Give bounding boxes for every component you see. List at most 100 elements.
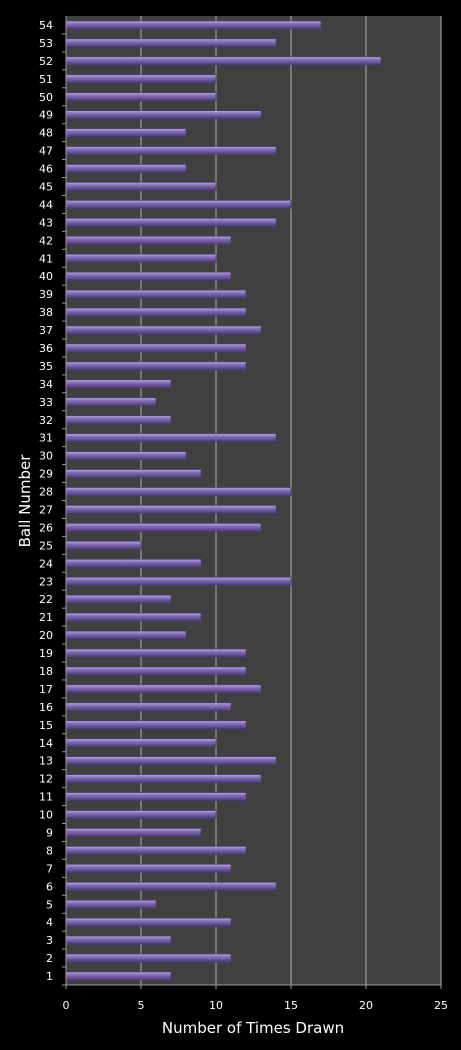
y-tick-label: 2 xyxy=(46,952,53,965)
y-tick-label: 16 xyxy=(39,701,53,714)
y-tick-label: 24 xyxy=(39,557,53,570)
y-axis-title: Ball Number xyxy=(16,454,34,548)
bar-ball-31 xyxy=(65,433,277,442)
bar-ball-25 xyxy=(65,541,142,550)
y-tick-label: 14 xyxy=(39,737,53,750)
bar-ball-23 xyxy=(65,576,292,586)
bar-ball-22 xyxy=(65,594,172,604)
y-tick-label: 47 xyxy=(39,145,53,158)
bar-ball-8 xyxy=(65,846,247,855)
bar-ball-52 xyxy=(65,56,382,66)
bar-ball-50 xyxy=(65,92,217,102)
y-tick-label: 49 xyxy=(39,109,53,122)
x-tick-label: 15 xyxy=(284,999,298,1012)
y-tick-label: 9 xyxy=(46,826,53,839)
y-tick-label: 31 xyxy=(39,432,53,445)
y-tick-label: 46 xyxy=(39,163,53,176)
y-tick-labels: 1234567891011121314151617181920212223242… xyxy=(39,19,66,986)
y-tick-label: 12 xyxy=(39,773,53,786)
bars xyxy=(65,20,382,981)
y-tick-label: 7 xyxy=(46,862,53,875)
bar-ball-43 xyxy=(65,218,277,227)
bar-ball-41 xyxy=(65,253,217,263)
y-tick-label: 13 xyxy=(39,755,53,768)
bar-ball-39 xyxy=(65,289,247,299)
bar-ball-32 xyxy=(65,415,172,425)
bar-ball-47 xyxy=(65,146,277,155)
y-tick-label: 34 xyxy=(39,378,53,391)
bar-ball-1 xyxy=(65,971,172,981)
y-tick-label: 21 xyxy=(39,611,53,624)
y-tick-label: 15 xyxy=(39,719,53,732)
bar-ball-37 xyxy=(65,325,262,335)
bar-ball-35 xyxy=(65,361,247,371)
bar-ball-42 xyxy=(65,236,232,245)
bar-ball-44 xyxy=(65,200,292,209)
bar-ball-53 xyxy=(65,38,277,48)
y-tick-label: 23 xyxy=(39,575,53,588)
y-tick-label: 51 xyxy=(39,73,53,86)
bar-ball-7 xyxy=(65,864,232,873)
y-tick-label: 52 xyxy=(39,55,53,68)
y-tick-label: 54 xyxy=(39,19,53,32)
y-tick-label: 26 xyxy=(39,521,53,534)
bar-ball-36 xyxy=(65,343,247,353)
y-tick-label: 11 xyxy=(39,791,53,804)
y-tick-label: 39 xyxy=(39,288,53,301)
y-tick-label: 44 xyxy=(39,198,53,211)
y-tick-label: 17 xyxy=(39,683,53,696)
bar-ball-24 xyxy=(65,559,202,568)
y-tick-label: 8 xyxy=(46,844,53,857)
bar-ball-46 xyxy=(65,164,187,173)
bar-ball-20 xyxy=(65,630,187,640)
bar-ball-6 xyxy=(65,882,277,891)
bar-ball-38 xyxy=(65,307,247,317)
y-tick-label: 10 xyxy=(39,809,53,822)
gridlines xyxy=(140,16,442,985)
y-tick-label: 43 xyxy=(39,216,53,229)
bar-ball-34 xyxy=(65,379,172,389)
y-tick-label: 41 xyxy=(39,252,53,265)
y-tick-label: 32 xyxy=(39,414,53,427)
y-tick-label: 25 xyxy=(39,539,53,552)
bar-ball-27 xyxy=(65,505,277,514)
bar-ball-40 xyxy=(65,271,232,281)
y-tick-label: 42 xyxy=(39,234,53,247)
bar-ball-13 xyxy=(65,756,277,765)
y-tick-label: 18 xyxy=(39,665,53,678)
y-tick-label: 22 xyxy=(39,593,53,606)
x-tick-label: 0 xyxy=(63,999,70,1012)
plot-area xyxy=(66,16,441,985)
bar-ball-18 xyxy=(65,666,247,676)
bar-ball-49 xyxy=(65,110,262,119)
bar-ball-33 xyxy=(65,397,157,407)
bar-ball-15 xyxy=(65,720,247,730)
y-tick-label: 27 xyxy=(39,503,53,516)
y-tick-label: 45 xyxy=(39,180,53,193)
bar-ball-9 xyxy=(65,828,202,837)
x-axis-title: Number of Times Drawn xyxy=(162,1019,344,1037)
bar-ball-10 xyxy=(65,810,217,819)
x-tick-label: 5 xyxy=(138,999,145,1012)
y-tick-label: 20 xyxy=(39,629,53,642)
bar-ball-28 xyxy=(65,487,292,496)
bar-ball-2 xyxy=(65,953,232,963)
y-tick-label: 40 xyxy=(39,270,53,283)
bar-ball-51 xyxy=(65,74,217,84)
y-tick-label: 48 xyxy=(39,127,53,140)
y-tick-label: 5 xyxy=(46,898,53,911)
y-tick-label: 29 xyxy=(39,468,53,481)
y-tick-label: 3 xyxy=(46,934,53,947)
y-tick-label: 37 xyxy=(39,324,53,337)
y-tick-label: 36 xyxy=(39,342,53,355)
bar-ball-4 xyxy=(65,917,232,927)
x-tick-label: 10 xyxy=(209,999,223,1012)
y-tick-label: 50 xyxy=(39,91,53,104)
bar-ball-11 xyxy=(65,792,247,801)
bar-ball-45 xyxy=(65,182,217,191)
bar-ball-29 xyxy=(65,469,202,478)
y-tick-label: 38 xyxy=(39,306,53,319)
y-tick-label: 30 xyxy=(39,450,53,463)
x-tick-label: 20 xyxy=(359,999,373,1012)
